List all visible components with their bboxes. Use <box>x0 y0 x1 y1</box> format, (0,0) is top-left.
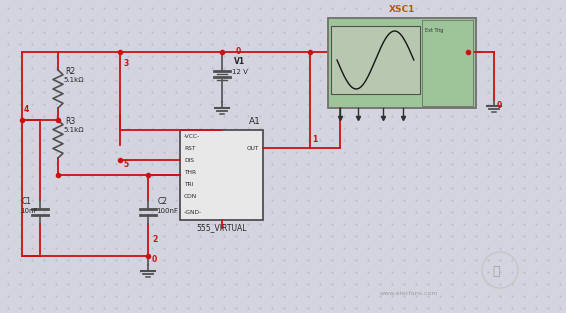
Bar <box>328 18 476 108</box>
Text: A1: A1 <box>249 117 261 126</box>
Text: 2: 2 <box>152 235 157 244</box>
Text: -GND-: -GND- <box>184 209 202 214</box>
Bar <box>422 20 473 106</box>
Text: 5.1kΩ: 5.1kΩ <box>63 127 84 133</box>
Text: XSC1: XSC1 <box>389 5 415 14</box>
Text: R2: R2 <box>65 67 75 76</box>
Text: 4: 4 <box>24 105 29 114</box>
Text: 5.1kΩ: 5.1kΩ <box>63 77 84 83</box>
Text: 0: 0 <box>497 101 502 110</box>
Text: C1: C1 <box>22 197 32 206</box>
Text: R3: R3 <box>65 117 75 126</box>
Text: Ext Trig: Ext Trig <box>425 28 443 33</box>
Text: -VCC-: -VCC- <box>184 134 200 138</box>
Text: 0: 0 <box>236 47 241 56</box>
Text: www.elecfans.com: www.elecfans.com <box>380 291 439 296</box>
Text: OUT: OUT <box>247 146 259 151</box>
Text: 1: 1 <box>312 135 318 144</box>
Text: 555_VIRTUAL: 555_VIRTUAL <box>196 223 247 232</box>
Text: 安: 安 <box>492 265 500 278</box>
Text: C2: C2 <box>158 197 168 206</box>
Text: TRI: TRI <box>184 182 194 187</box>
Text: 5: 5 <box>123 160 128 169</box>
Text: RST: RST <box>184 146 195 151</box>
Text: 0: 0 <box>152 255 157 264</box>
Text: V1: V1 <box>234 57 245 66</box>
Bar <box>331 26 420 94</box>
Text: CON: CON <box>184 193 197 198</box>
Text: THR: THR <box>184 170 196 175</box>
Text: DIS: DIS <box>184 157 194 162</box>
Bar <box>180 130 263 220</box>
Text: 10nF: 10nF <box>20 208 37 214</box>
Text: 12 V: 12 V <box>232 69 248 75</box>
Text: 3: 3 <box>124 59 129 68</box>
Text: 100nF: 100nF <box>156 208 178 214</box>
